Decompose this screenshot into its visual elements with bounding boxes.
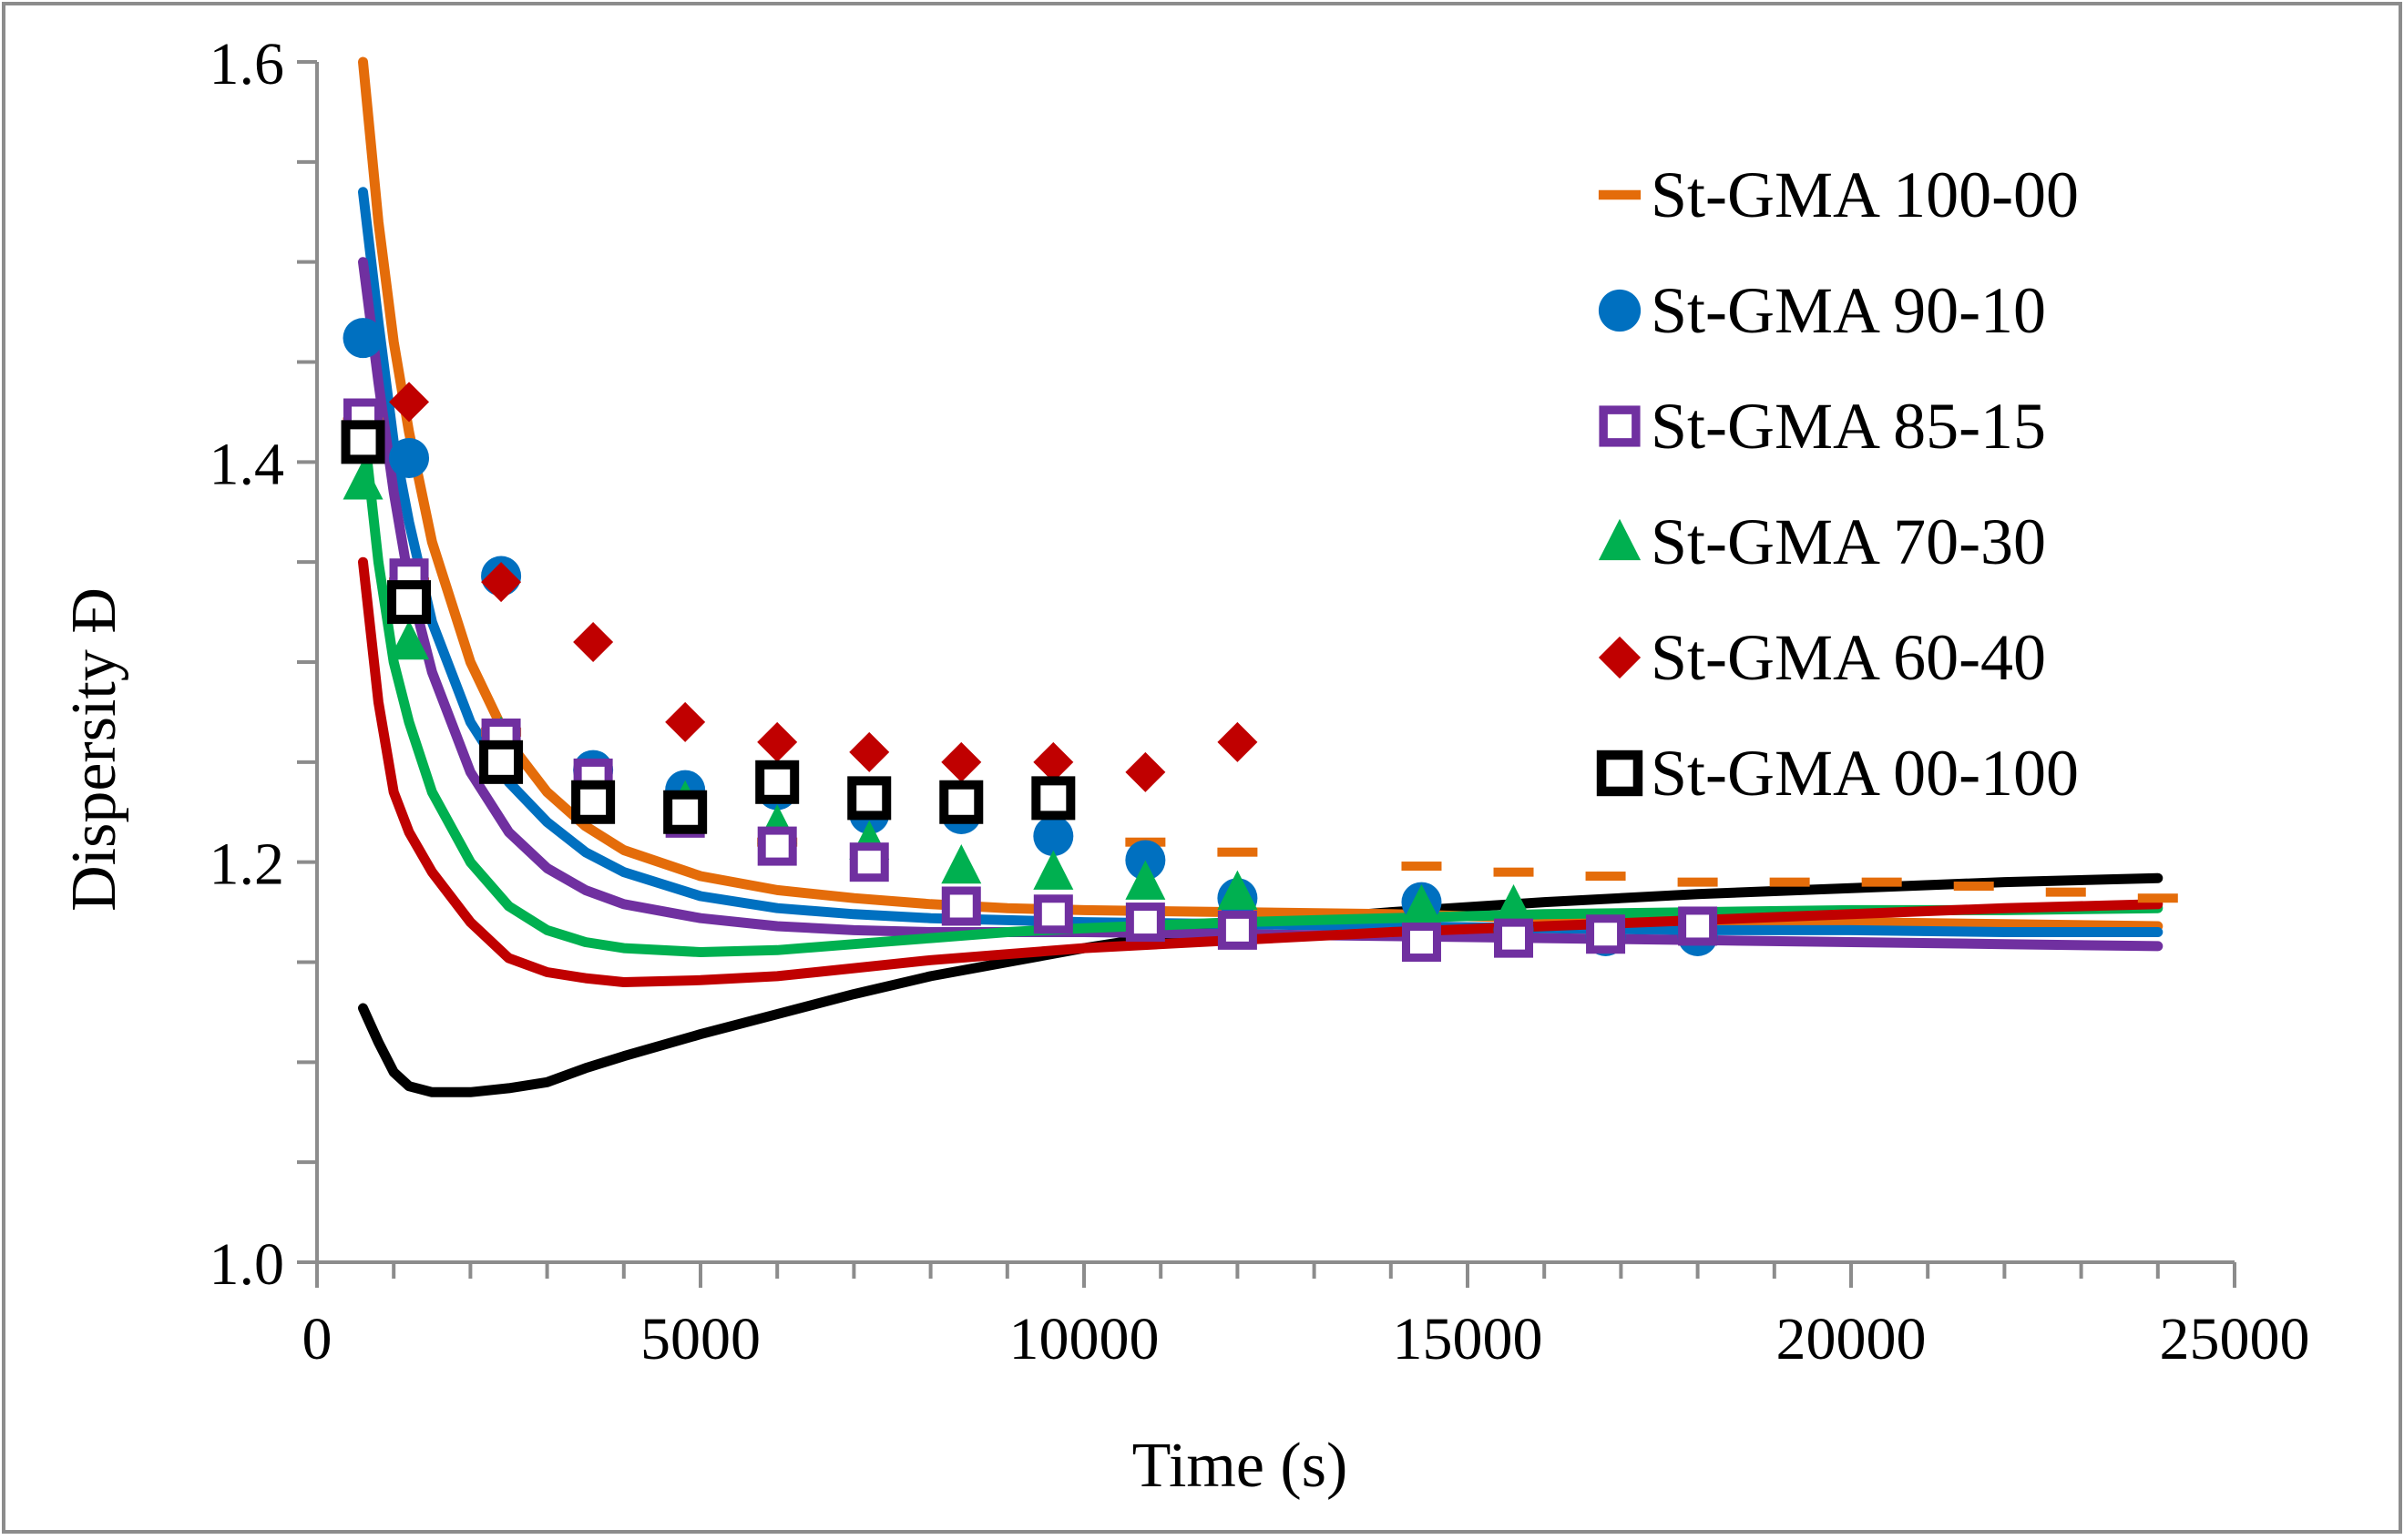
x-tick-label: 20000 [1776,1306,1927,1372]
data-point [941,844,982,884]
legend-label: St-GMA 90-10 [1651,274,2046,347]
data-point [481,562,522,603]
data-point [757,826,797,866]
x-tick-label: 25000 [2160,1306,2310,1372]
data-point [387,580,432,625]
axes: 1.0 1.2 1.4 1.6 0 5000 10000 15000 20000 25000 [210,31,2310,1372]
model-curve [358,416,2164,957]
data-point [389,620,430,660]
data-point [1586,914,1626,954]
legend: St-GMA 100-00 St-GMA 90-10 St-GMA 85-15 St-… [1596,158,2079,810]
data-point [1217,910,1257,950]
data-point [1401,862,1442,872]
data-point [663,790,708,834]
model-curve [358,872,2164,1097]
data-point [573,622,614,663]
data-point [1031,776,1076,821]
data-point [571,780,616,824]
data-point [479,739,524,784]
legend-label: St-GMA 100-00 [1651,158,2079,231]
data-point [1401,883,1442,924]
x-tick-label: 10000 [1009,1306,1160,1372]
data-point [343,318,384,359]
x-tick-label: 0 [302,1306,332,1372]
data-point [1125,903,1165,943]
data-point [343,460,384,500]
legend-marker [1596,750,1643,797]
data-point [1033,850,1074,890]
legend-marker [1599,405,1641,447]
y-tick-label: 1.2 [210,831,285,898]
data-point [1125,860,1166,900]
data-point [755,760,800,804]
legend-label: St-GMA 60-40 [1651,621,2046,694]
data-point [757,721,798,762]
legend-marker [1598,636,1642,679]
data-point [1769,877,1810,887]
x-tick-label: 5000 [640,1306,761,1372]
legend-marker [1598,518,1642,561]
x-tick-label: 15000 [1393,1306,1543,1372]
data-point [1953,882,1994,892]
data-point [2137,893,2178,903]
data-point [1493,867,1534,877]
data-point [1585,872,1626,882]
data-point [849,731,890,772]
legend-label: St-GMA 85-15 [1651,390,2046,463]
data-point [939,780,984,824]
data-point [1125,751,1166,792]
data-point [849,842,889,882]
data-point [1033,816,1074,857]
data-point [665,701,706,742]
data-point [1125,840,1166,881]
x-axis-title: Time (s) [1132,1431,1348,1501]
data-point [847,776,892,821]
data-point [1217,847,1258,857]
y-tick-label: 1.0 [210,1231,285,1298]
data-point [389,382,430,423]
experimental-points [341,318,2178,963]
data-point [941,741,982,782]
y-tick-label: 1.4 [210,431,285,497]
data-point [1401,923,1441,963]
data-point [1217,870,1258,910]
legend-label: St-GMA 70-30 [1651,505,2046,578]
data-point [1217,721,1258,762]
data-point [1033,894,1073,934]
legend-marker [1598,189,1642,200]
data-point [2045,887,2086,897]
legend-label: St-GMA 00-100 [1651,737,2079,810]
legend-marker [1598,289,1642,332]
y-tick-label: 1.6 [210,31,285,97]
data-point [1494,918,1534,958]
data-point [389,437,430,478]
data-point [1861,877,1902,887]
data-point [1678,906,1718,946]
data-point [1677,877,1718,887]
data-point [341,420,385,464]
y-axis-title: Dispersity Đ [59,587,129,912]
data-point [941,886,981,926]
data-point [1493,883,1534,924]
data-point [1033,741,1074,782]
